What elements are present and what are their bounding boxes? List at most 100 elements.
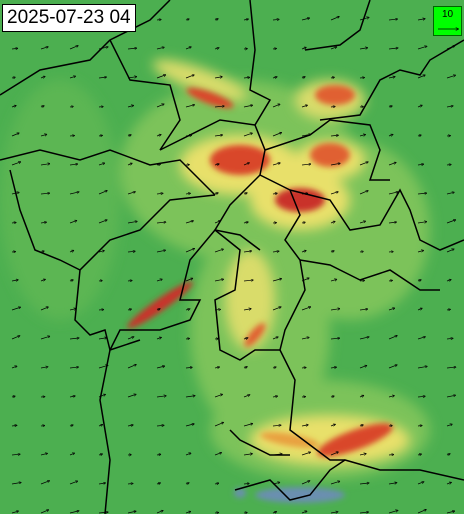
wind-arrow [417, 482, 424, 485]
wind-arrow [185, 338, 189, 339]
wind-arrow [359, 309, 367, 310]
wind-arrow [69, 367, 78, 368]
wind-arrow [272, 482, 280, 485]
wind-arrow [127, 337, 134, 340]
wind-arrow [11, 366, 17, 369]
wind-arrow [330, 452, 338, 456]
wind-arrow [388, 163, 396, 166]
legend-arrow [438, 25, 460, 33]
wind-arrow [185, 19, 189, 20]
wind-arrow [330, 221, 335, 223]
wind-arrow [214, 423, 223, 427]
wind-arrow [330, 279, 337, 281]
wind-arrow [388, 336, 397, 340]
wind-arrow [156, 396, 166, 397]
wind-arrow [98, 483, 105, 484]
wind-arrow [272, 104, 280, 108]
wind-arrow [127, 394, 136, 398]
wind-arrow [359, 337, 369, 340]
wind-arrow [330, 338, 339, 339]
wind-arrow [359, 425, 363, 426]
wind-arrow [69, 280, 73, 281]
wind-arrow [272, 251, 279, 252]
wind-arrow [272, 19, 279, 20]
wind-arrow [185, 453, 191, 456]
wind-arrow [417, 250, 423, 252]
wind-arrow [98, 77, 106, 78]
wind-arrow [214, 19, 218, 20]
wind-arrow [446, 75, 455, 79]
wind-arrow [446, 454, 450, 455]
wind-arrow [156, 483, 160, 484]
wind-arrow [388, 483, 397, 484]
wind-arrow [156, 366, 164, 369]
wind-arrow [243, 222, 248, 223]
field-red [127, 85, 393, 457]
wind-arrow [243, 424, 252, 427]
wind-arrow [156, 425, 164, 426]
wind-arrow [69, 221, 77, 224]
wind-arrow [272, 512, 276, 513]
wind-arrow [69, 251, 73, 252]
wind-arrow [127, 105, 133, 107]
wind-arrow [330, 367, 336, 368]
wind-arrow [127, 77, 136, 78]
wind-arrow [214, 249, 223, 253]
wind-arrow [446, 220, 455, 224]
wind-arrow [359, 17, 369, 21]
wind-arrow [301, 105, 307, 108]
wind-arrow [69, 309, 76, 310]
wind-arrow [11, 192, 19, 195]
wind-arrow [359, 454, 366, 455]
wind-arrow [446, 309, 450, 310]
wind-arrow [243, 309, 251, 310]
wind-arrow [156, 511, 163, 514]
wind-arrow [272, 396, 277, 397]
wind-arrow [417, 280, 421, 281]
wind-arrow [243, 251, 251, 252]
wind-arrows [11, 17, 456, 514]
wind-arrow [446, 249, 454, 253]
wind-arrow [214, 483, 219, 484]
wind-arrow [185, 135, 191, 136]
wind-arrow [417, 510, 426, 514]
wind-arrow [272, 279, 281, 282]
wind-arrow [69, 106, 73, 107]
wind-arrow [446, 395, 455, 398]
wind-arrow [214, 221, 220, 224]
wind-arrow [214, 77, 222, 78]
wind-arrow [214, 164, 219, 165]
wind-arrow [11, 48, 18, 49]
wind-arrow [156, 75, 165, 79]
wind-legend: 10 [433, 6, 462, 36]
wind-arrow [388, 396, 394, 397]
wind-arrow [417, 135, 421, 136]
wind-arrow [417, 425, 422, 426]
wind-arrow [98, 454, 102, 455]
wind-arrow [272, 193, 277, 194]
wind-arrow [11, 162, 20, 166]
wind-arrow [11, 396, 15, 397]
wind-arrow [417, 454, 421, 455]
wind-arrow [69, 76, 75, 79]
wind-arrow [301, 47, 306, 49]
wind-arrow [11, 483, 21, 485]
wind-arrow [417, 46, 427, 50]
wind-arrow [40, 453, 47, 456]
wind-arrow [330, 512, 338, 513]
wind-arrow [388, 280, 392, 281]
wind-arrow [98, 135, 102, 136]
wind-arrow [40, 47, 48, 50]
wind-arrow [69, 481, 77, 485]
wind-arrow [359, 483, 369, 484]
wind-arrow [69, 453, 74, 456]
wind-arrow [272, 48, 276, 49]
wind-arrow [69, 164, 77, 165]
wind-arrow [11, 425, 17, 426]
wind-arrow [243, 367, 247, 368]
wind-arrow [127, 163, 132, 165]
wind-arrow [330, 192, 338, 195]
wind-arrow [417, 222, 426, 223]
wind-arrow [359, 366, 367, 369]
